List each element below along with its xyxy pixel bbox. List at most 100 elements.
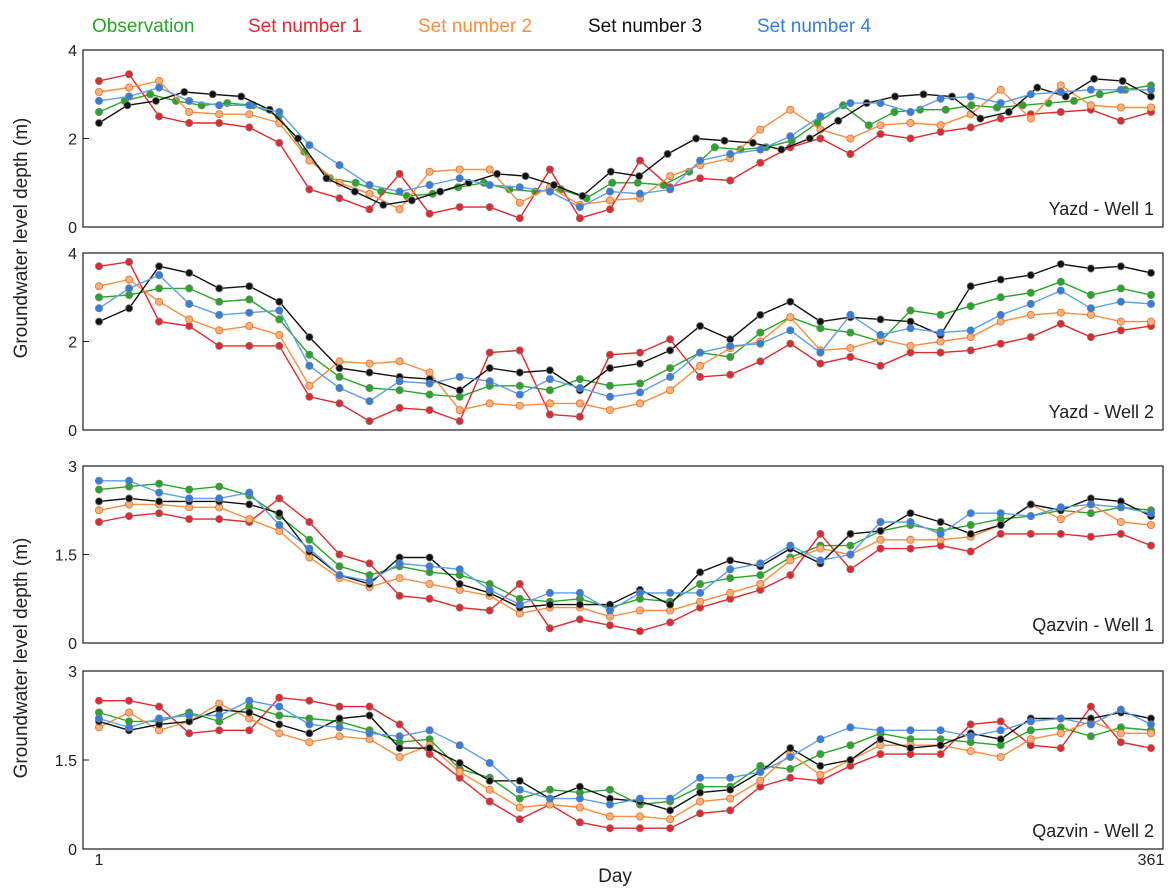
data-point-observation	[335, 372, 344, 381]
series-line-set-number-1	[99, 696, 1152, 829]
data-point-set-number-3	[515, 368, 524, 377]
data-point-observation	[185, 485, 194, 494]
data-point-set-number-4	[696, 773, 705, 782]
data-point-set-number-1	[185, 515, 194, 524]
data-point-set-number-2	[1026, 114, 1035, 123]
data-point-set-number-1	[395, 403, 404, 412]
data-point-set-number-3	[906, 744, 915, 753]
data-point-set-number-3	[786, 297, 795, 306]
data-point-set-number-2	[1116, 103, 1125, 112]
data-point-set-number-1	[996, 529, 1005, 538]
data-point-set-number-4	[1026, 512, 1035, 521]
data-point-set-number-1	[696, 809, 705, 818]
data-point-observation	[365, 383, 374, 392]
data-point-set-number-1	[455, 203, 464, 212]
data-point-set-number-3	[521, 172, 530, 181]
data-point-set-number-2	[395, 357, 404, 366]
data-point-set-number-2	[996, 85, 1005, 94]
data-point-set-number-2	[786, 313, 795, 322]
data-point-set-number-2	[305, 381, 314, 390]
data-point-set-number-2	[636, 812, 645, 821]
data-point-set-number-2	[696, 797, 705, 806]
data-point-set-number-4	[155, 83, 164, 92]
data-point-set-number-2	[966, 333, 975, 342]
x-axis-title: Day	[598, 866, 632, 887]
data-point-set-number-4	[936, 94, 945, 103]
data-point-set-number-2	[545, 399, 554, 408]
data-point-set-number-4	[545, 588, 554, 597]
data-point-set-number-2	[906, 341, 915, 350]
data-point-set-number-1	[245, 341, 254, 350]
data-point-set-number-4	[1116, 297, 1125, 306]
data-point-set-number-1	[996, 339, 1005, 348]
data-point-set-number-1	[966, 547, 975, 556]
data-point-set-number-1	[936, 750, 945, 759]
series-line-set-number-3	[98, 263, 1152, 392]
data-point-set-number-2	[425, 368, 434, 377]
data-point-set-number-4	[696, 588, 705, 597]
plot-frame	[82, 49, 1164, 228]
data-point-set-number-4	[1086, 500, 1095, 509]
data-point-set-number-2	[185, 108, 194, 117]
data-point-set-number-4	[575, 588, 584, 597]
data-point-set-number-2	[876, 535, 885, 544]
data-point-set-number-3	[185, 268, 194, 277]
data-point-observation	[185, 284, 194, 293]
data-point-set-number-4	[936, 328, 945, 337]
data-point-set-number-2	[1147, 103, 1156, 112]
data-point-set-number-3	[1147, 92, 1156, 101]
data-point-set-number-1	[95, 77, 104, 86]
data-point-set-number-4	[966, 326, 975, 335]
data-point-set-number-2	[215, 110, 224, 119]
data-point-set-number-4	[395, 732, 404, 741]
data-point-set-number-4	[215, 711, 224, 720]
data-point-set-number-1	[275, 138, 284, 147]
data-point-set-number-4	[816, 735, 825, 744]
data-point-set-number-1	[816, 359, 825, 368]
data-point-set-number-4	[1056, 714, 1065, 723]
data-point-set-number-4	[666, 185, 675, 194]
panel-title: Qazvin - Well 2	[1032, 821, 1154, 841]
data-point-observation	[606, 785, 615, 794]
data-point-set-number-2	[996, 753, 1005, 762]
data-point-set-number-3	[305, 729, 314, 738]
data-point-set-number-2	[966, 747, 975, 756]
data-point-observation	[305, 535, 314, 544]
series-line-set-number-4	[98, 86, 1151, 208]
data-point-set-number-4	[125, 92, 134, 101]
data-point-set-number-4	[335, 723, 344, 732]
data-point-set-number-2	[726, 794, 735, 803]
data-point-observation	[906, 306, 915, 315]
legend-item-set-number-2: Set number 2	[418, 16, 532, 37]
data-point-set-number-3	[696, 568, 705, 577]
data-point-set-number-4	[816, 112, 825, 121]
data-point-set-number-2	[786, 105, 795, 114]
data-point-set-number-2	[906, 119, 915, 128]
data-point-set-number-4	[786, 541, 795, 550]
data-point-set-number-4	[245, 308, 254, 317]
data-point-set-number-1	[1147, 541, 1156, 550]
legend-item-set-number-3: Set number 3	[588, 16, 702, 37]
data-point-set-number-1	[606, 205, 615, 214]
data-point-set-number-1	[1116, 738, 1125, 747]
data-point-set-number-1	[726, 176, 735, 185]
data-point-observation	[95, 293, 104, 302]
legend-item-set-number-1: Set number 1	[248, 16, 362, 37]
y-tick-label: 2	[68, 132, 77, 149]
data-point-set-number-1	[906, 348, 915, 357]
data-point-observation	[1147, 290, 1156, 299]
data-point-observation	[125, 290, 134, 299]
data-point-set-number-3	[1033, 83, 1042, 92]
data-point-observation	[275, 315, 284, 324]
legend: Observation Set number 1 Set number 2 Se…	[92, 16, 871, 37]
data-point-set-number-3	[151, 96, 160, 105]
data-point-set-number-2	[816, 770, 825, 779]
data-point-set-number-2	[906, 535, 915, 544]
data-point-set-number-4	[606, 800, 615, 809]
data-point-set-number-3	[606, 167, 615, 176]
data-point-set-number-3	[455, 386, 464, 395]
data-point-set-number-4	[155, 271, 164, 280]
data-point-set-number-4	[125, 476, 134, 485]
data-point-set-number-4	[1026, 299, 1035, 308]
data-point-set-number-4	[275, 521, 284, 530]
